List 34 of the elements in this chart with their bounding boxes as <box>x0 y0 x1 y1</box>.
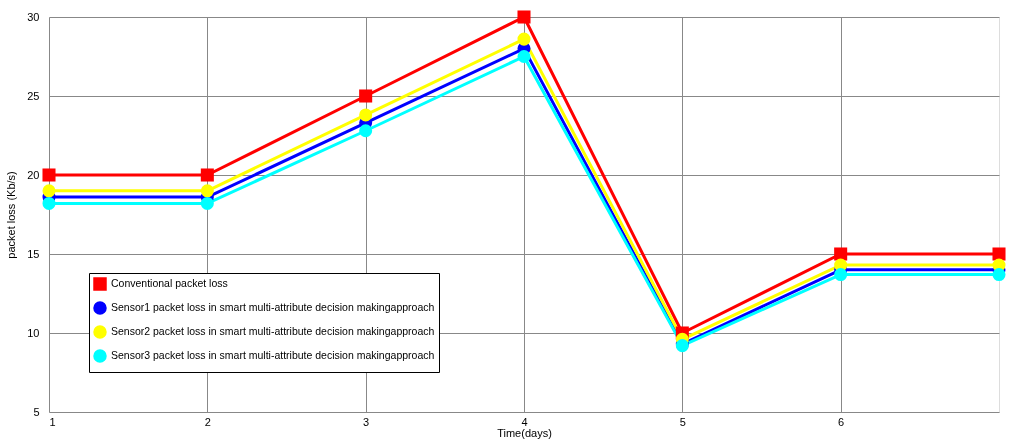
y-tick-label: 30 <box>27 10 40 23</box>
point <box>517 10 531 24</box>
y-tick-label: 20 <box>27 168 40 181</box>
point <box>359 89 373 103</box>
legend-label: Conventional packet loss <box>111 277 228 289</box>
point <box>834 268 848 282</box>
x-tick-label: 1 <box>49 415 56 428</box>
y-tick-label: 5 <box>33 405 40 418</box>
y-tick-label: 25 <box>27 89 40 102</box>
y-tick-label: 10 <box>27 326 40 339</box>
y-axis-title: packet loss (Kb/s) <box>5 171 18 259</box>
point <box>42 168 56 182</box>
point <box>42 184 56 198</box>
legend-label: Sensor1 packet loss in smart multi-attribute decision makingapproach <box>111 301 435 313</box>
point <box>200 184 214 198</box>
point <box>834 247 848 261</box>
x-tick-label: 4 <box>521 415 528 428</box>
x-axis-title: Time(days) <box>497 426 552 439</box>
x-tick-label: 2 <box>204 415 211 428</box>
point <box>992 247 1006 261</box>
point <box>200 168 214 182</box>
legend-label: Sensor2 packet loss in smart multi-attribute decision makingapproach <box>111 325 435 337</box>
x-tick-label: 3 <box>363 415 370 428</box>
legend-label: Sensor3 packet loss in smart multi-attribute decision makingapproach <box>111 349 435 361</box>
point <box>517 32 531 46</box>
point <box>42 196 56 210</box>
point <box>200 196 214 210</box>
point <box>517 49 531 64</box>
x-tick-label: 6 <box>838 415 845 428</box>
point <box>992 268 1006 282</box>
y-tick-label: 15 <box>27 247 40 260</box>
point <box>359 124 373 138</box>
x-tick-label: 5 <box>679 415 686 428</box>
point <box>359 108 373 122</box>
